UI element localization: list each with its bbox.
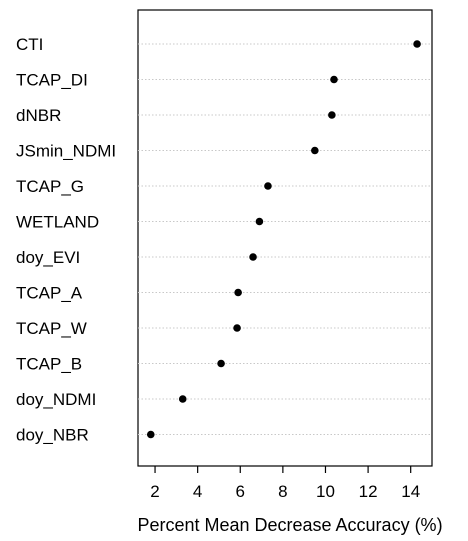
category-label: JSmin_NDMI [16,142,116,161]
category-label: doy_NBR [16,426,89,445]
data-point [249,253,257,261]
category-label: TCAP_DI [16,71,88,90]
grid-lines [138,43,432,435]
data-point [217,359,225,368]
x-tick-label: 12 [359,482,378,501]
plot-frame [137,9,433,467]
category-label: WETLAND [16,213,99,232]
category-labels: CTI TCAP_DI dNBR JSmin_NDMI TCAP_G WETLAND doy… [16,35,116,445]
data-point [311,146,319,155]
data-points [146,40,421,439]
category-label: doy_EVI [16,248,80,267]
x-tick-label: 10 [316,482,335,501]
x-tick-label: 2 [150,482,159,501]
category-label: TCAP_W [16,319,87,338]
data-point [146,430,155,439]
data-point [178,395,187,403]
x-tick-label: 6 [236,482,245,501]
category-label: TCAP_B [16,355,82,374]
data-point [234,288,242,297]
category-label: TCAP_A [16,284,83,303]
data-point [255,217,264,226]
data-point [413,40,421,48]
category-label: doy_NDMI [16,390,96,409]
data-point [233,324,241,332]
x-axis: 2 4 6 8 10 12 14 [150,466,420,501]
category-label: dNBR [16,106,61,125]
x-tick-label: 8 [278,482,287,501]
data-point [264,182,272,190]
x-tick-label: 4 [193,482,202,501]
data-point [330,75,338,84]
data-point [328,111,336,119]
category-label: TCAP_G [16,177,84,196]
category-label: CTI [16,35,43,54]
x-axis-title: Percent Mean Decrease Accuracy (%) [137,515,442,535]
x-tick-label: 14 [401,482,420,501]
